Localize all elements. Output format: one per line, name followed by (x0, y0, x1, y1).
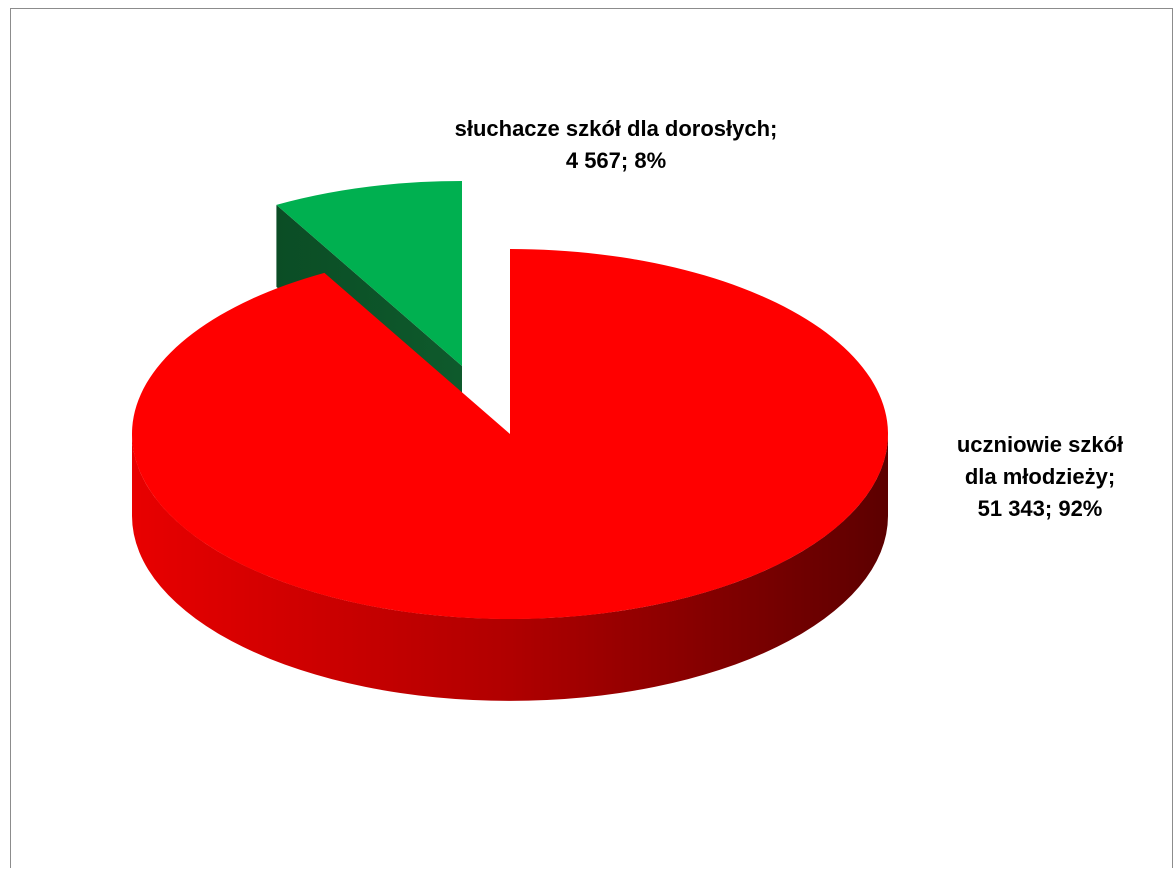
data-label-adults: słuchacze szkół dla dorosłych; 4 567; 8% (455, 116, 778, 173)
data-label-adults-line: słuchacze szkół dla dorosłych; (455, 116, 778, 141)
data-label-youth: uczniowie szkół dla młodzieży; 51 343; 92% (957, 432, 1123, 521)
slice-adults (276, 181, 462, 366)
pie-group (131, 181, 888, 701)
data-labels: uczniowie szkół dla młodzieży; 51 343; 92%… (455, 116, 1124, 521)
slice-youth (131, 249, 888, 619)
data-label-youth-line: 51 343; 92% (978, 496, 1103, 521)
chart-area (10, 8, 1173, 868)
data-label-youth-line: dla młodzieży; (965, 464, 1115, 489)
slice-wall-youth (132, 434, 888, 701)
data-label-youth-line: uczniowie szkół (957, 432, 1123, 457)
data-label-adults-line: 4 567; 8% (566, 148, 666, 173)
